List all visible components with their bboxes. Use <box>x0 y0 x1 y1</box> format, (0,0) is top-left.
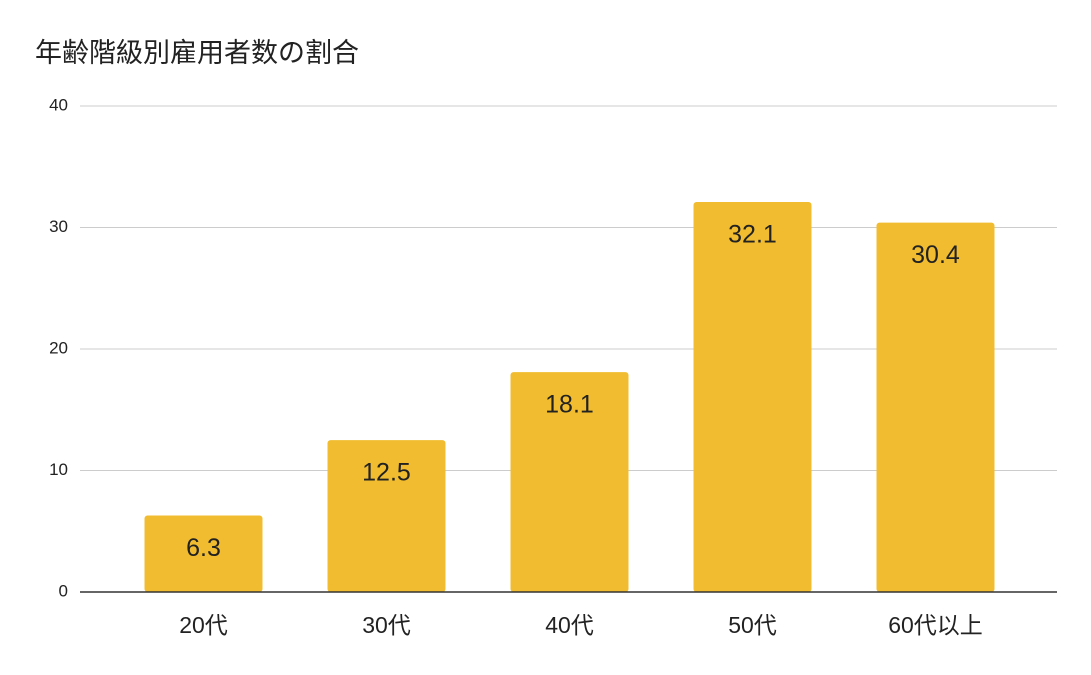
value-label: 32.1 <box>728 221 777 249</box>
y-tick-label: 0 <box>59 581 68 600</box>
y-tick-label: 30 <box>49 217 68 236</box>
x-tick-label: 30代 <box>362 612 411 638</box>
value-label: 6.3 <box>186 534 221 562</box>
bar <box>327 440 446 592</box>
bar <box>144 515 263 592</box>
x-tick-label: 40代 <box>545 612 594 638</box>
value-label: 18.1 <box>545 391 594 419</box>
y-tick-label: 10 <box>49 460 68 479</box>
chart-title: 年齢階級別雇用者数の割合 <box>35 38 359 68</box>
x-tick-label: 20代 <box>179 612 228 638</box>
x-tick-label: 60代以上 <box>888 612 983 638</box>
value-label: 12.5 <box>362 459 411 487</box>
bar <box>693 201 812 593</box>
x-tick-label: 50代 <box>728 612 777 638</box>
bar <box>510 372 629 592</box>
y-tick-label: 20 <box>49 338 68 357</box>
y-tick-label: 40 <box>49 95 68 114</box>
bar <box>876 222 995 592</box>
value-label: 30.4 <box>911 241 960 269</box>
